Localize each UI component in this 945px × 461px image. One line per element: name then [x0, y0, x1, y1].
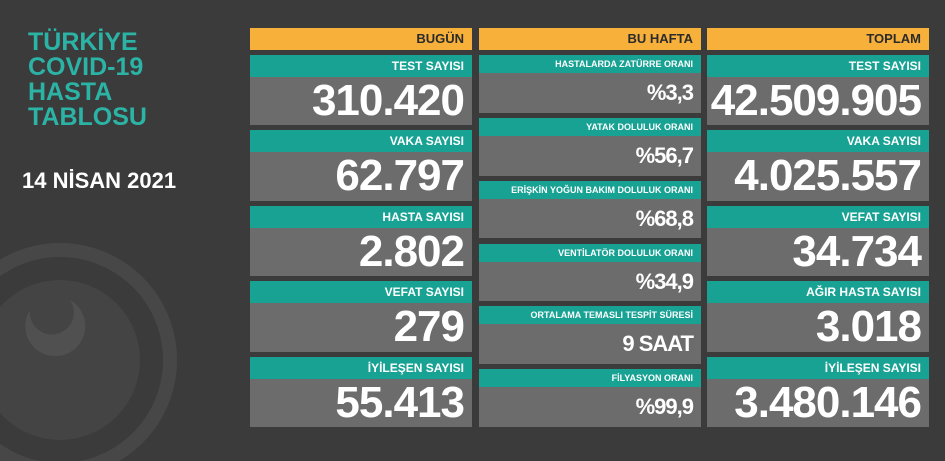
card-value: 3.480.146: [707, 378, 929, 427]
card-value: 2.802: [250, 227, 472, 277]
card-label: İYİLEŞEN SAYISI: [250, 356, 472, 379]
column-header: BU HAFTA: [479, 28, 701, 50]
card-value: 9 SAAT: [479, 324, 701, 365]
card-label: VEFAT SAYISI: [250, 281, 472, 304]
card-label: HASTA SAYISI: [250, 205, 472, 228]
date: 14 NİSAN 2021: [22, 168, 177, 193]
card-label: TEST SAYISI: [707, 55, 929, 77]
column-header: BUGÜN: [250, 28, 472, 50]
card-label: AĞIR HASTA SAYISI: [707, 281, 929, 304]
card-value: 62.797: [250, 151, 472, 201]
card-value: 3.018: [707, 302, 929, 352]
card-label: HASTALARDA ZATÜRRE ORANI: [479, 55, 701, 73]
card-label: FİLYASYON ORANI: [479, 369, 701, 388]
card-value: %56,7: [479, 135, 701, 176]
card-label: VAKA SAYISI: [250, 130, 472, 153]
card-label: ORTALAMA TEMASLI TESPİT SÜRESİ: [479, 306, 701, 325]
title-line: COVID-19: [28, 53, 144, 81]
card-label: VENTİLATÖR DOLULUK ORANI: [479, 243, 701, 262]
card-label: TEST SAYISI: [250, 55, 472, 77]
card-label: VAKA SAYISI: [707, 130, 929, 153]
title: TÜRKİYE COVID-19 HASTA TABLOSU: [28, 30, 147, 130]
title-line: TÜRKİYE: [28, 28, 138, 56]
title-line: HASTA: [28, 78, 113, 106]
emblem: [0, 243, 177, 461]
card-value: 42.509.905: [707, 76, 929, 126]
title-line: TABLOSU: [28, 103, 147, 131]
card-value: %3,3: [479, 73, 701, 113]
card-value: %34,9: [479, 261, 701, 302]
card-label: ERİŞKİN YOĞUN BAKIM DOLULUK ORANI: [479, 180, 701, 199]
card-label: İYİLEŞEN SAYISI: [707, 356, 929, 379]
card-value: 279: [250, 302, 472, 352]
card-value: %99,9: [479, 387, 701, 427]
card-value: 4.025.557: [707, 151, 929, 201]
card-label: VEFAT SAYISI: [707, 205, 929, 228]
card-value: 55.413: [250, 378, 472, 427]
card-value: %68,8: [479, 198, 701, 239]
card-label: YATAK DOLULUK ORANI: [479, 117, 701, 136]
column-header: TOPLAM: [707, 28, 929, 50]
card-value: 310.420: [250, 76, 472, 126]
card-value: 34.734: [707, 227, 929, 277]
